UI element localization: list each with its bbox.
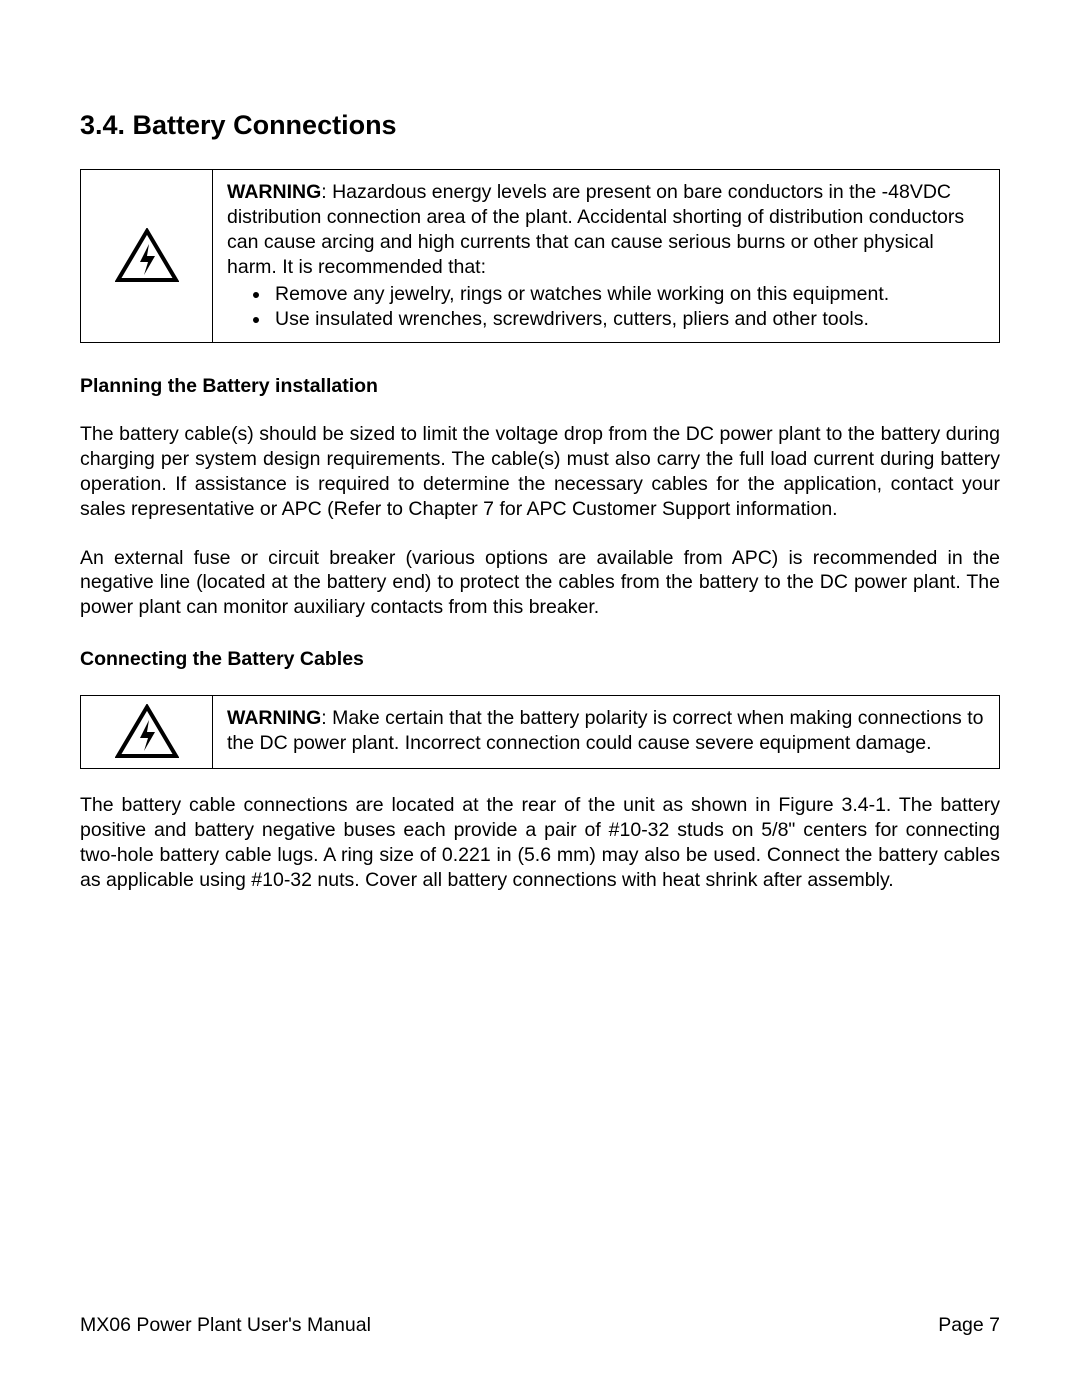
footer-right: Page 7	[938, 1314, 1000, 1337]
warning-box-2: WARNING: Make certain that the battery p…	[80, 695, 1000, 769]
page-footer: MX06 Power Plant User's Manual Page 7	[80, 1314, 1000, 1337]
subheading-connecting: Connecting the Battery Cables	[80, 648, 1000, 671]
warning-label: WARNING	[227, 707, 321, 729]
section-title: 3.4. Battery Connections	[80, 110, 1000, 141]
warning-lead: : Make certain that the battery polarity…	[227, 707, 984, 754]
warning-box-1: WARNING: Hazardous energy levels are pre…	[80, 169, 1000, 343]
body-paragraph: The battery cable(s) should be sized to …	[80, 422, 1000, 522]
warning-bullet-list: Remove any jewelry, rings or watches whi…	[227, 282, 987, 332]
warning-bullet: Use insulated wrenches, screwdrivers, cu…	[271, 307, 987, 332]
document-page: 3.4. Battery Connections WARNING: Hazard…	[0, 0, 1080, 1397]
hazard-icon	[115, 704, 179, 760]
warning-label: WARNING	[227, 181, 321, 203]
warning-icon-cell	[81, 696, 213, 768]
warning-text: WARNING: Make certain that the battery p…	[213, 696, 999, 768]
footer-left: MX06 Power Plant User's Manual	[80, 1314, 371, 1337]
hazard-icon	[115, 228, 179, 284]
warning-text: WARNING: Hazardous energy levels are pre…	[213, 170, 999, 342]
body-paragraph: The battery cable connections are locate…	[80, 793, 1000, 893]
body-paragraph: An external fuse or circuit breaker (var…	[80, 546, 1000, 621]
subheading-planning: Planning the Battery installation	[80, 375, 1000, 398]
warning-lead: : Hazardous energy levels are present on…	[227, 181, 964, 278]
warning-icon-cell	[81, 170, 213, 342]
warning-bullet: Remove any jewelry, rings or watches whi…	[271, 282, 987, 307]
